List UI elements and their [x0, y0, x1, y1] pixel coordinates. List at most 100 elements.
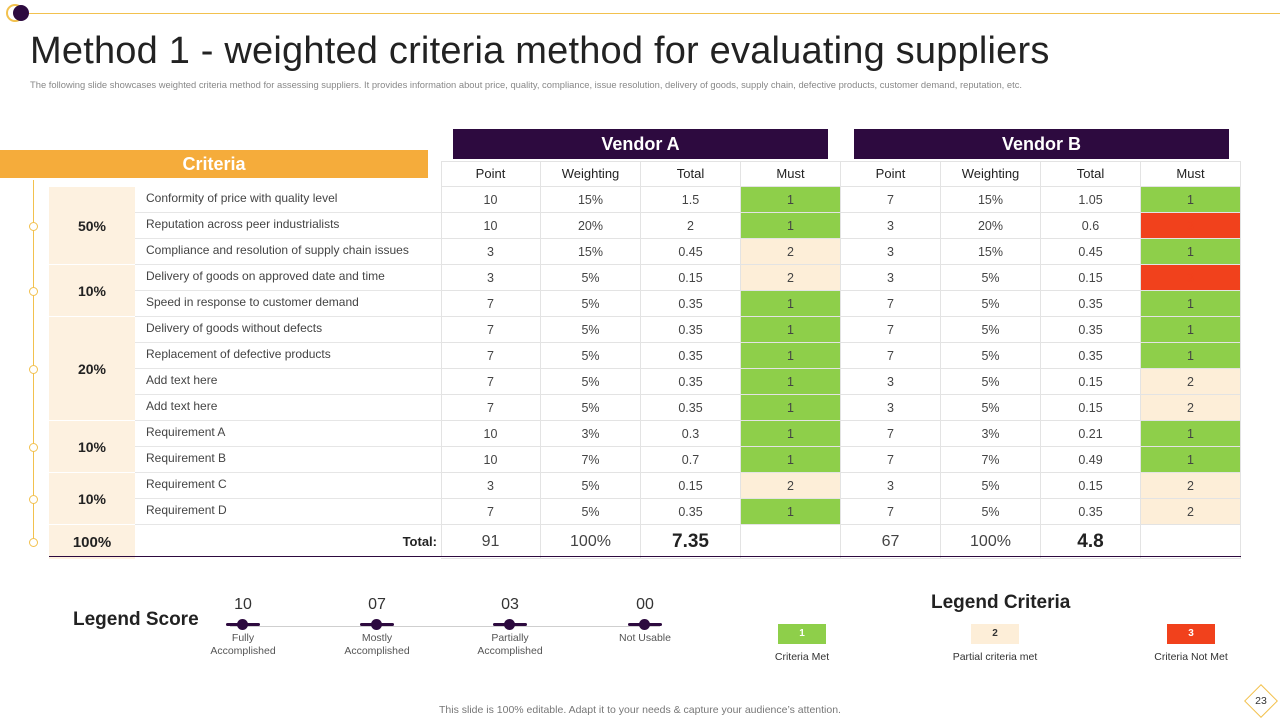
cell-b-weighting: 5% [941, 265, 1041, 291]
cell-a-weighting: 7% [541, 447, 641, 473]
cell-b-must: 1 [1141, 291, 1241, 317]
cell-b-weighting: 7% [941, 447, 1041, 473]
legend-score-label: Not Usable [619, 632, 671, 644]
cell-a-must: 1 [741, 187, 841, 213]
cell-b-must: 2 [1141, 473, 1241, 499]
score-marker-icon [322, 616, 432, 632]
cell-a-weighting: 20% [541, 213, 641, 239]
cell-b-must: 1 [1141, 343, 1241, 369]
total-b-total: 4.8 [1041, 525, 1141, 559]
cell-b-total: 0.6 [1041, 213, 1141, 239]
criterion-label: Delivery of goods on approved date and t… [135, 265, 441, 291]
group-weight: 10% [49, 473, 135, 524]
cell-a-total: 0.35 [641, 369, 741, 395]
legend-score-value: 00 [636, 596, 654, 613]
total-a-weighting: 100% [541, 525, 641, 559]
legend-criteria-item: 3 Criteria Not Met [1136, 624, 1246, 663]
cell-a-must: 1 [741, 395, 841, 421]
cell-a-must: 2 [741, 239, 841, 265]
cell-a-total: 0.15 [641, 473, 741, 499]
group-weight: 10% [49, 421, 135, 472]
cell-b-weighting: 3% [941, 421, 1041, 447]
cell-b-total: 0.35 [1041, 317, 1141, 343]
legend-score-value: 07 [368, 596, 386, 613]
legend-criteria-title: Legend Criteria [931, 592, 1071, 613]
cell-a-total: 1.5 [641, 187, 741, 213]
top-rule-line [28, 13, 1280, 14]
cell-b-total: 0.35 [1041, 343, 1141, 369]
cell-a-must: 1 [741, 369, 841, 395]
cell-a-point: 10 [441, 187, 541, 213]
criterion-label: Replacement of defective products [135, 343, 441, 369]
legend-criteria-swatch: 1 [778, 624, 826, 644]
criterion-label: Speed in response to customer demand [135, 291, 441, 317]
cell-a-must: 1 [741, 499, 841, 525]
cell-a-must: 1 [741, 213, 841, 239]
cell-b-must: 3 [1141, 265, 1241, 291]
cell-b-must: 1 [1141, 187, 1241, 213]
page-subtitle: The following slide showcases weighted c… [30, 79, 1023, 90]
legend-criteria-swatch: 3 [1167, 624, 1215, 644]
cell-b-point: 3 [841, 395, 941, 421]
cell-a-weighting: 5% [541, 473, 641, 499]
cell-a-point: 7 [441, 395, 541, 421]
col-header-b-must: Must [1141, 161, 1241, 187]
score-marker-icon [188, 616, 298, 632]
table-left-rule [441, 161, 442, 557]
group-weight: 20% [49, 317, 135, 420]
vendor-b-header: Vendor B [854, 129, 1229, 159]
legend-score-item: 10 Fully Accomplished [188, 596, 298, 658]
cell-b-total: 1.05 [1041, 187, 1141, 213]
cell-a-weighting: 5% [541, 343, 641, 369]
criterion-label: Requirement A [135, 421, 441, 447]
cell-b-weighting: 5% [941, 343, 1041, 369]
legend-score-label-2: Accomplished [210, 645, 276, 657]
legend-score-label-2: Accomplished [477, 645, 543, 657]
cell-b-must: 1 [1141, 239, 1241, 265]
col-header-a-weighting: Weighting [541, 161, 641, 187]
legend-score-value: 03 [501, 596, 519, 613]
cell-b-weighting: 5% [941, 499, 1041, 525]
cell-b-point: 7 [841, 343, 941, 369]
cell-a-weighting: 5% [541, 317, 641, 343]
cell-b-must: 1 [1141, 421, 1241, 447]
cell-a-must: 2 [741, 265, 841, 291]
cell-a-total: 0.15 [641, 265, 741, 291]
cell-a-total: 2 [641, 213, 741, 239]
cell-a-point: 10 [441, 421, 541, 447]
top-circle-icon [13, 5, 29, 21]
cell-b-total: 0.35 [1041, 291, 1141, 317]
col-header-a-total: Total [641, 161, 741, 187]
legend-criteria-label: Criteria Met [774, 651, 830, 663]
legend-score-line [230, 626, 660, 627]
score-marker-icon [455, 616, 565, 632]
criteria-header: Criteria [0, 150, 428, 178]
cell-a-point: 3 [441, 265, 541, 291]
cell-a-total: 0.35 [641, 317, 741, 343]
total-weight: 100% [49, 525, 135, 559]
legend-criteria-item: 2 Partial criteria met [940, 624, 1050, 663]
group-weight: 50% [49, 187, 135, 264]
timeline-dot-icon [29, 538, 38, 547]
vendor-a-header: Vendor A [453, 129, 828, 159]
cell-a-point: 10 [441, 213, 541, 239]
cell-b-weighting: 5% [941, 395, 1041, 421]
timeline-dot-icon [29, 287, 38, 296]
cell-b-weighting: 20% [941, 213, 1041, 239]
legend-score-label: Fully [231, 632, 255, 644]
total-b-must [1141, 525, 1241, 559]
cell-a-weighting: 5% [541, 499, 641, 525]
legend-criteria-label: Criteria Not Met [1154, 651, 1228, 663]
cell-b-total: 0.35 [1041, 499, 1141, 525]
cell-a-total: 0.35 [641, 395, 741, 421]
cell-a-weighting: 15% [541, 239, 641, 265]
cell-b-must: 2 [1141, 369, 1241, 395]
legend-criteria-label: Partial criteria met [952, 651, 1038, 663]
cell-b-must: 1 [1141, 447, 1241, 473]
timeline-dot-icon [29, 365, 38, 374]
cell-b-point: 7 [841, 187, 941, 213]
cell-b-weighting: 15% [941, 239, 1041, 265]
timeline-dot-icon [29, 443, 38, 452]
cell-a-must: 1 [741, 447, 841, 473]
cell-a-point: 7 [441, 317, 541, 343]
